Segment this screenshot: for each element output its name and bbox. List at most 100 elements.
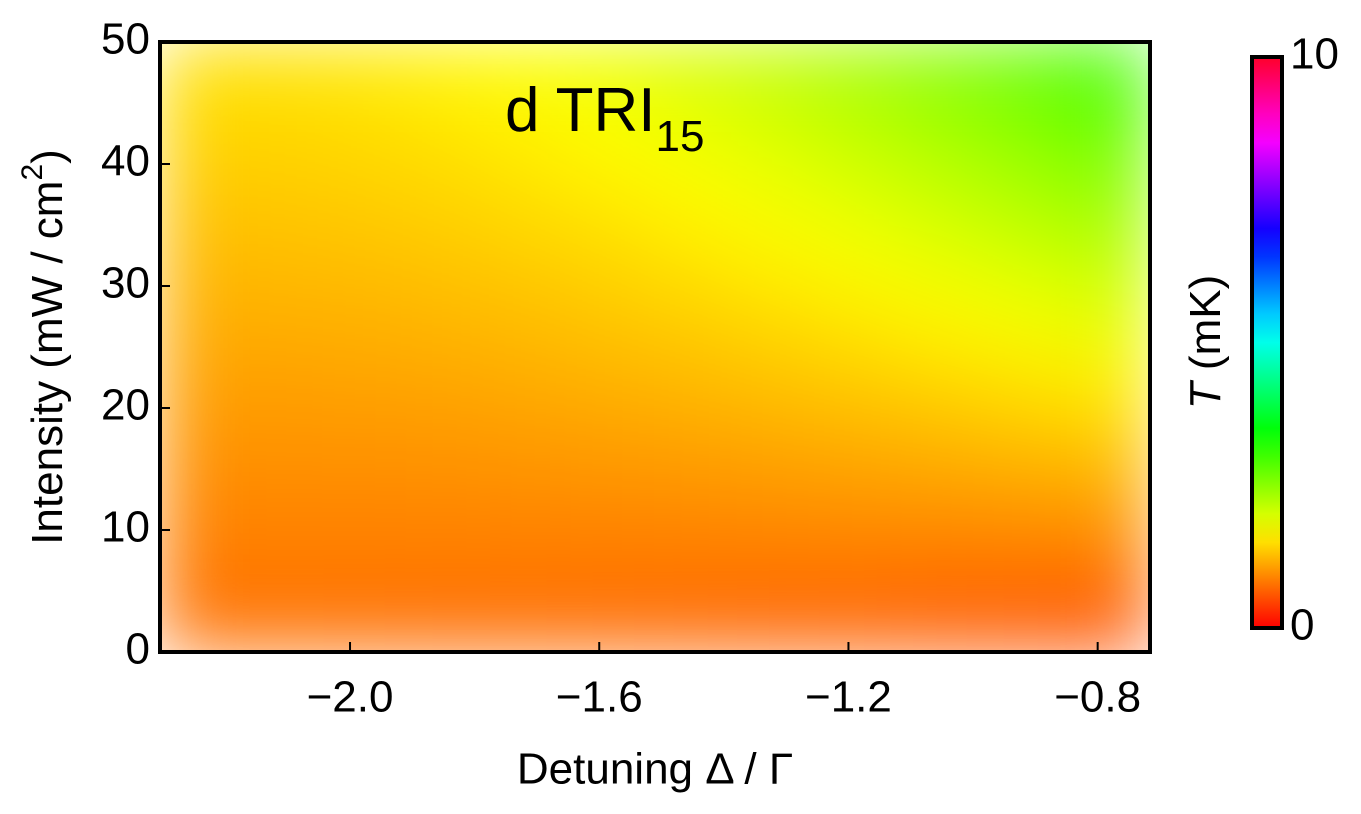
heatmap-cell: [407, 346, 492, 409]
heatmap-cell: [160, 407, 244, 470]
heatmap-cell: [901, 163, 986, 226]
heatmap-cell: [1066, 529, 1150, 592]
colorbar-tick-label: 10: [1290, 30, 1339, 79]
heatmap-cell: [819, 163, 904, 226]
title-text: d TRI: [505, 76, 655, 145]
heatmap-cell: [489, 102, 574, 165]
heatmap-cell: [407, 407, 492, 470]
heatmap-cell: [324, 285, 409, 348]
heatmap-cell: [736, 529, 821, 592]
heatmap-cell: [736, 42, 821, 104]
heatmap-cell: [984, 407, 1068, 470]
heatmap-cell: [489, 285, 574, 348]
heatmap-cell: [571, 163, 656, 226]
colorbar-label: T (mK): [1181, 275, 1230, 409]
heatmap-cell: [407, 468, 492, 531]
colorbar-tick-label: 0: [1290, 601, 1314, 650]
heatmap-cell: [984, 102, 1068, 165]
x-tick-label: −2.0: [307, 673, 394, 722]
x-tick-label: −0.8: [1054, 673, 1141, 722]
heatmap-cell: [407, 590, 492, 652]
heatmap-cell: [654, 285, 739, 348]
heatmap-cell: [654, 102, 739, 165]
heatmap-cell: [984, 285, 1068, 348]
y-tick-label: 30: [101, 259, 150, 308]
heatmap-cell: [407, 224, 492, 287]
heatmap-cell: [819, 529, 904, 592]
heatmap-cell: [242, 468, 326, 531]
heatmap-cell: [324, 529, 409, 592]
heatmap-cell: [654, 163, 739, 226]
heatmap-cell: [160, 224, 244, 287]
heatmap-cell: [736, 468, 821, 531]
heatmap-cell: [654, 42, 739, 104]
heatmap-cell: [901, 407, 986, 470]
heatmap-cell: [901, 224, 986, 287]
heatmap-cell: [324, 102, 409, 165]
heatmap-cell: [984, 346, 1068, 409]
heatmap-cell: [571, 407, 656, 470]
heatmap-cell: [571, 102, 656, 165]
heatmap-cell: [571, 42, 656, 104]
heatmap-cell: [160, 102, 244, 165]
heatmap-cell: [1066, 285, 1150, 348]
heatmap-cell: [736, 224, 821, 287]
y-tick-label: 10: [101, 503, 150, 552]
heatmap-cell: [736, 590, 821, 652]
heatmap-cell: [654, 407, 739, 470]
heatmap-cell: [901, 590, 986, 652]
heatmap-cell: [407, 163, 492, 226]
y-tick-label: 0: [126, 625, 150, 674]
heatmap-cell: [984, 529, 1068, 592]
heatmap-cell: [901, 42, 986, 104]
y-label-sup: 2: [16, 164, 49, 181]
heatmap-cell: [242, 102, 326, 165]
colorbar: [1250, 55, 1284, 630]
heatmap-cell: [654, 346, 739, 409]
heatmap-cell: [242, 529, 326, 592]
heatmap-cell: [407, 529, 492, 592]
heatmap-cell: [160, 163, 244, 226]
heatmap-cell: [901, 529, 986, 592]
heatmap-cell: [901, 102, 986, 165]
x-tick-label: −1.6: [556, 673, 643, 722]
heatmap-cell: [324, 346, 409, 409]
heatmap-cell: [901, 346, 986, 409]
heatmap-cell: [407, 102, 492, 165]
heatmap-cell: [819, 468, 904, 531]
heatmap-cell: [489, 529, 574, 592]
plot-frame: [158, 40, 1152, 654]
heatmap-cell: [571, 468, 656, 531]
heatmap-cell: [819, 42, 904, 104]
y-axis-label: Intensity (mW / cm2): [16, 149, 72, 545]
heatmap-cell: [736, 407, 821, 470]
heatmap-cell: [819, 102, 904, 165]
heatmap-cell: [242, 346, 326, 409]
heatmap-cell: [984, 42, 1068, 104]
heatmap-cell: [819, 346, 904, 409]
heatmap-cell: [160, 529, 244, 592]
heatmap-cell: [654, 224, 739, 287]
y-label-text: Intensity (mW / cm: [23, 181, 72, 545]
x-axis-label: Detuning Δ / Γ: [517, 745, 793, 794]
heatmap-cell: [819, 590, 904, 652]
heatmap-cell: [819, 407, 904, 470]
heatmap-cell: [242, 590, 326, 652]
heatmap-cell: [242, 42, 326, 104]
heatmap-cell: [160, 590, 244, 652]
heatmap-cell: [571, 590, 656, 652]
heatmap-cell: [654, 590, 739, 652]
heatmap-cell: [736, 102, 821, 165]
heatmap-cell: [571, 346, 656, 409]
heatmap-cell: [1066, 346, 1150, 409]
title-subscript: 15: [655, 112, 704, 161]
heatmap-cell: [160, 468, 244, 531]
y-tick-label: 40: [101, 137, 150, 186]
y-label-end: ): [23, 149, 72, 164]
heatmap-cell: [736, 163, 821, 226]
heatmap-cell: [489, 407, 574, 470]
heatmap-cell: [736, 346, 821, 409]
heatmap-cell: [324, 163, 409, 226]
heatmap-cell: [1066, 468, 1150, 531]
heatmap-cell: [242, 285, 326, 348]
